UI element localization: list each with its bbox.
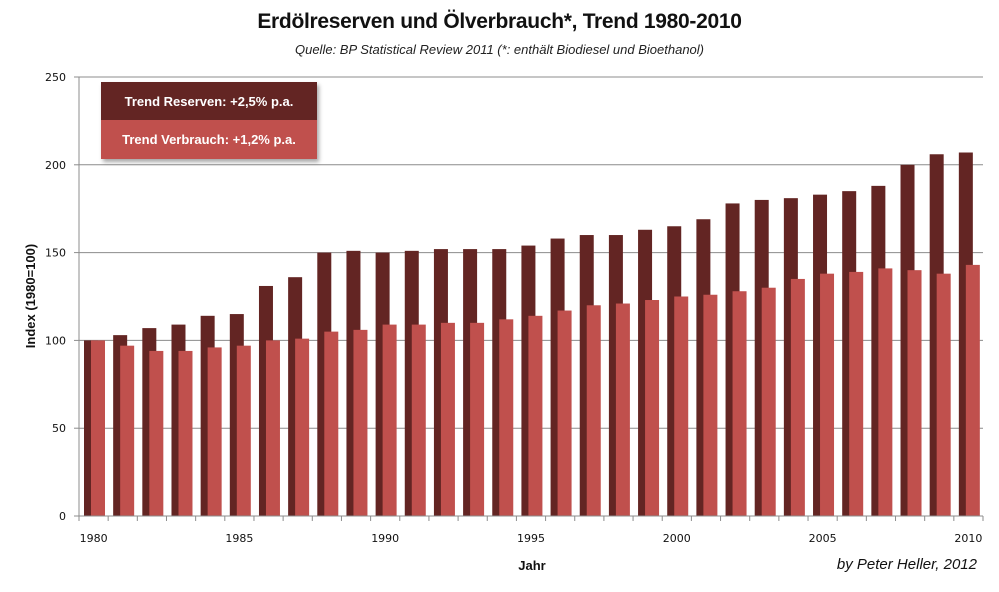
bar-verbrauch-2010: [965, 264, 980, 516]
bar-verbrauch-1982: [149, 350, 164, 516]
bar-verbrauch-1986: [265, 340, 280, 516]
y-tick-label: 100: [45, 334, 66, 347]
x-tick-label: 2010: [954, 532, 982, 545]
bar-verbrauch-1987: [295, 338, 310, 516]
x-axis-title: Jahr: [518, 558, 545, 573]
legend-item-verbrauch: Trend Verbrauch: +1,2% p.a.: [101, 120, 317, 159]
legend-item-reserven: Trend Reserven: +2,5% p.a.: [101, 82, 317, 120]
x-tick-label: 2005: [809, 532, 837, 545]
x-tick-label: 2000: [663, 532, 691, 545]
bar-verbrauch-1991: [411, 324, 426, 516]
bar-verbrauch-1996: [557, 310, 572, 516]
bar-verbrauch-1983: [178, 350, 193, 516]
bar-verbrauch-1993: [470, 322, 485, 516]
bar-verbrauch-2009: [936, 273, 951, 516]
y-tick-label: 150: [45, 247, 66, 260]
bar-verbrauch-2000: [674, 296, 689, 516]
bar-verbrauch-2003: [761, 287, 776, 516]
y-tick-label: 50: [52, 422, 66, 435]
bar-verbrauch-1985: [236, 345, 251, 516]
y-tick-label: 200: [45, 159, 66, 172]
bar-verbrauch-1984: [207, 347, 222, 516]
bar-verbrauch-1989: [353, 329, 368, 516]
bar-verbrauch-2002: [732, 291, 747, 516]
bar-verbrauch-1992: [440, 322, 455, 516]
x-tick-label: 1985: [225, 532, 253, 545]
x-tick-labels: 1980 1985 1990 1995 2000 2005 2010: [80, 532, 983, 545]
y-tick-labels: 0 50 100 150 200 250: [45, 71, 66, 523]
chart-subtitle: Quelle: BP Statistical Review 2011 (*: e…: [294, 42, 704, 57]
bar-verbrauch-2005: [820, 273, 835, 516]
bar-verbrauch-1988: [324, 331, 339, 516]
x-tick-label: 1980: [80, 532, 108, 545]
bar-verbrauch-2004: [790, 278, 805, 516]
y-tick-label: 250: [45, 71, 66, 84]
bar-verbrauch-1994: [499, 319, 514, 516]
legend: Trend Reserven: +2,5% p.a. Trend Verbrau…: [101, 82, 317, 159]
x-tick-label: 1990: [371, 532, 399, 545]
x-tick-label: 1995: [517, 532, 545, 545]
axes: [78, 77, 984, 521]
bar-verbrauch-1997: [586, 305, 601, 516]
bar-verbrauch-1999: [645, 300, 660, 516]
bars: [84, 152, 980, 517]
bar-verbrauch-1980: [91, 340, 105, 516]
y-tick-label: 0: [59, 510, 66, 523]
bar-verbrauch-2008: [907, 270, 922, 516]
bar-verbrauch-1990: [382, 324, 397, 516]
y-axis-title: Index (1980=100): [23, 244, 38, 348]
legend-label-verbrauch: Trend Verbrauch: +1,2% p.a.: [122, 132, 296, 147]
chart-title: Erdölreserven und Ölverbrauch*, Trend 19…: [257, 10, 742, 33]
author-credit: by Peter Heller, 2012: [836, 556, 977, 573]
bar-verbrauch-2001: [703, 294, 718, 516]
bar-verbrauch-1995: [528, 315, 543, 516]
bar-verbrauch-1981: [120, 345, 135, 516]
bar-verbrauch-2007: [878, 268, 893, 516]
bar-verbrauch-1998: [615, 303, 630, 516]
bar-verbrauch-2006: [849, 271, 864, 516]
legend-label-reserven: Trend Reserven: +2,5% p.a.: [124, 93, 294, 109]
